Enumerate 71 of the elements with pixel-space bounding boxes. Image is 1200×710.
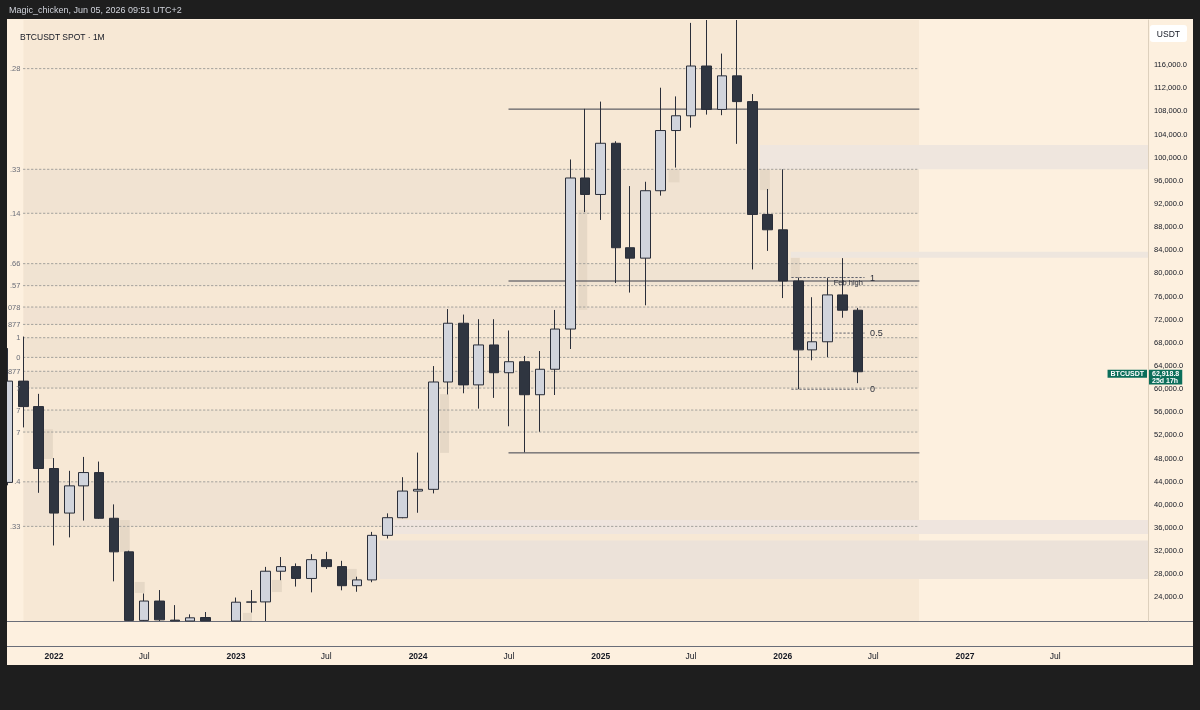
candlestick <box>640 181 651 306</box>
candlestick <box>853 307 863 384</box>
candlestick <box>611 140 621 284</box>
text: BTCUSDT SPOT · 1M <box>20 31 105 42</box>
candlestick <box>443 308 453 395</box>
candlestick <box>822 277 833 358</box>
candlestick <box>413 452 423 514</box>
candlestick <box>170 604 180 622</box>
candlestick <box>625 185 635 294</box>
x-tick-label: Jul <box>320 650 332 661</box>
candlestick <box>686 22 696 129</box>
candlestick <box>671 95 681 169</box>
y-axis-title: USDT <box>1156 28 1180 39</box>
candlestick <box>747 93 758 270</box>
candlestick <box>291 562 301 588</box>
candlestick <box>655 87 666 197</box>
candlestick <box>595 101 606 221</box>
x-tick-label: Jul <box>685 650 697 661</box>
candlestick <box>337 560 347 591</box>
candlestick <box>306 553 317 593</box>
candlestick <box>124 550 134 622</box>
text: Magic_chicken, Jun 05, 2026 09:51 UTC+2 <box>9 5 182 16</box>
candlestick <box>793 277 804 390</box>
candlestick <box>519 355 530 453</box>
candlestick <box>109 503 119 582</box>
candlestick <box>489 318 499 399</box>
candlestick <box>78 456 89 522</box>
candlestick <box>231 597 241 622</box>
candlestick <box>321 551 332 570</box>
candlestick <box>778 168 788 299</box>
candlestick <box>18 336 29 428</box>
annotation: 0 <box>870 384 876 395</box>
x-tick-label: 2023 <box>226 650 246 661</box>
candlestick <box>185 613 195 622</box>
candlestick <box>565 158 576 350</box>
annotation: 1 <box>870 272 876 283</box>
candlestick <box>276 556 286 581</box>
annotation: 0.5 <box>870 328 883 339</box>
candlestick <box>49 457 59 546</box>
candlestick <box>428 365 439 494</box>
x-tick-label: Jul <box>1049 650 1061 661</box>
x-tick-label: 2026 <box>773 650 793 661</box>
candlestick <box>732 19 742 145</box>
x-tick-label: 2027 <box>955 650 975 661</box>
x-tick-label: 2022 <box>44 650 64 661</box>
candlestick <box>535 350 545 433</box>
candlestick <box>260 566 271 622</box>
candlestick <box>762 188 773 252</box>
x-tick-label: Jul <box>503 650 515 661</box>
candlestick <box>504 329 514 427</box>
candlestick <box>807 296 817 361</box>
candlestick <box>200 611 211 622</box>
candlestick <box>550 309 560 396</box>
candlestick <box>246 589 257 614</box>
candlestick <box>473 318 484 410</box>
candlestick <box>382 512 393 540</box>
x-tick-label: 2025 <box>591 650 611 661</box>
candlestick <box>701 19 712 116</box>
candlestick <box>397 476 408 519</box>
candlestick <box>717 53 727 116</box>
candlestick <box>367 531 377 583</box>
candlestick <box>580 108 590 213</box>
candlestick <box>458 314 469 394</box>
candlestick <box>154 589 165 622</box>
candlestick <box>352 576 362 593</box>
x-tick-label: Jul <box>867 650 879 661</box>
x-tick-label: Jul <box>138 650 150 661</box>
candlestick <box>139 593 149 622</box>
candlestick <box>64 470 75 538</box>
candlestick <box>94 461 104 520</box>
x-tick-label: 2024 <box>408 650 428 661</box>
